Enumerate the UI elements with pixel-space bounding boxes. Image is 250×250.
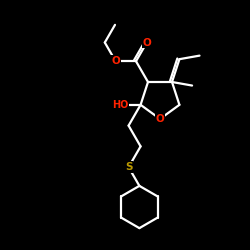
Text: O: O xyxy=(156,114,164,124)
Text: O: O xyxy=(142,38,151,48)
Text: S: S xyxy=(125,162,132,172)
Text: HO: HO xyxy=(112,100,128,110)
Text: O: O xyxy=(111,56,120,66)
